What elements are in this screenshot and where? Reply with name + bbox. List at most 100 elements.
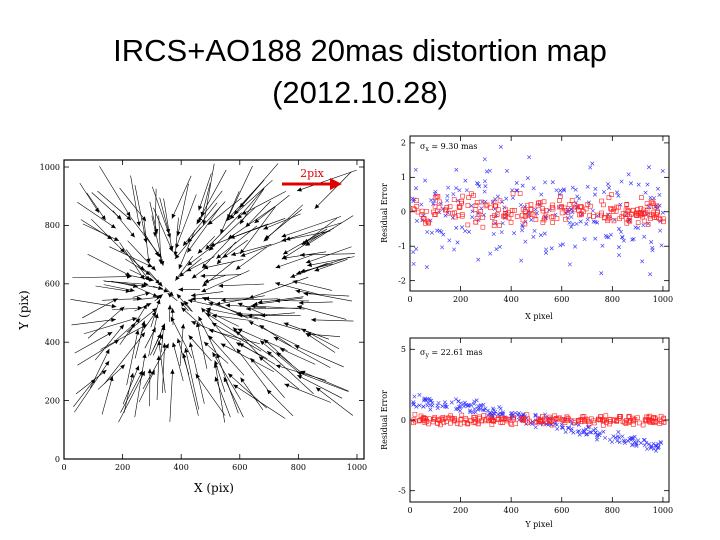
point-square: [446, 210, 452, 216]
point-x: [510, 195, 515, 200]
distortion-vector: [142, 343, 170, 390]
point-x: [464, 188, 469, 193]
point-x: [460, 225, 465, 230]
point-x: [578, 219, 583, 224]
point-x: [584, 221, 589, 226]
distortion-vector: [74, 360, 110, 413]
point-x: [455, 406, 460, 411]
xtick-label: 1000: [347, 463, 367, 472]
distortion-vector: [239, 206, 276, 255]
point-square: [430, 419, 436, 425]
ytick-label: 2: [401, 139, 406, 148]
point-x: [444, 404, 449, 409]
point-square: [465, 222, 471, 228]
quiver-vectors: [70, 163, 357, 423]
point-square: [437, 418, 442, 423]
point-square: [503, 416, 509, 422]
point-x: [543, 180, 548, 185]
xtick-label: 200: [115, 463, 130, 472]
point-x: [533, 412, 538, 417]
distortion-vector: [104, 332, 146, 384]
point-square: [421, 216, 427, 221]
ytick-label: 600: [45, 280, 60, 289]
distortion-vector: [72, 274, 132, 279]
point-square: [509, 208, 515, 213]
point-square: [490, 417, 496, 423]
point-x: [457, 188, 462, 193]
distortion-vector: [83, 317, 138, 335]
point-x: [412, 394, 417, 399]
point-x: [472, 407, 477, 412]
point-x: [603, 435, 608, 440]
point-x: [577, 429, 582, 434]
point-x: [622, 439, 627, 444]
point-square: [478, 209, 483, 214]
point-x: [585, 184, 590, 189]
point-square: [473, 219, 479, 225]
distortion-vector: [181, 307, 205, 329]
point-square: [513, 421, 519, 427]
distortion-vector: [314, 258, 348, 272]
point-square: [471, 415, 476, 420]
point-x: [534, 211, 539, 216]
ytick-label: 0: [401, 208, 406, 217]
distortion-vector: [225, 182, 262, 222]
distortion-vector: [208, 207, 256, 251]
distortion-vector: [125, 258, 151, 276]
point-square: [494, 212, 500, 217]
resy-sigma-value: = 22.61 mas: [429, 348, 483, 357]
distortion-vector: [263, 213, 301, 230]
point-square: [578, 204, 584, 209]
distortion-vector: [188, 342, 205, 404]
distortion-vector: [250, 357, 285, 399]
point-square: [577, 212, 582, 218]
point-x: [516, 412, 521, 417]
point-x: [525, 176, 530, 181]
point-x: [411, 250, 416, 255]
point-square: [624, 202, 630, 208]
distortion-vector: [240, 377, 264, 411]
point-square: [502, 213, 507, 219]
xtick-label: 0: [407, 295, 412, 304]
scale-arrow: 2pix: [282, 167, 342, 190]
point-x: [431, 201, 436, 206]
point-square: [532, 213, 538, 219]
point-x: [430, 400, 435, 405]
point-square: [586, 421, 592, 427]
point-square: [472, 207, 478, 212]
point-square: [422, 418, 427, 423]
point-square: [587, 213, 593, 218]
point-square: [533, 217, 539, 222]
distortion-vector: [305, 215, 354, 247]
point-square: [460, 193, 465, 199]
point-x: [457, 404, 462, 409]
point-x: [439, 230, 444, 235]
point-square: [526, 212, 532, 217]
point-x: [468, 408, 473, 413]
point-x: [647, 442, 652, 447]
point-x: [470, 215, 475, 220]
distortion-vector: [223, 377, 244, 418]
distortion-vector: [160, 325, 166, 353]
point-x: [614, 190, 620, 195]
point-x: [648, 445, 653, 450]
distortion-vector: [162, 343, 167, 394]
distortion-vector: [126, 307, 158, 333]
distortion-vector: [211, 322, 262, 352]
distortion-vector: [82, 223, 120, 242]
distortion-vector: [169, 369, 175, 422]
distortion-vector: [230, 244, 272, 257]
point-x: [514, 180, 519, 185]
point-x: [413, 167, 418, 172]
point-x: [620, 235, 625, 240]
distortion-vector: [290, 262, 328, 278]
distortion-vector: [275, 281, 318, 295]
point-square: [599, 210, 604, 216]
distortion-vector: [202, 260, 235, 287]
point-x: [634, 442, 639, 447]
point-x: [616, 245, 621, 250]
distortion-vector: [178, 287, 200, 292]
point-x: [649, 240, 654, 245]
point-square: [447, 420, 453, 426]
point-square: [482, 418, 488, 424]
